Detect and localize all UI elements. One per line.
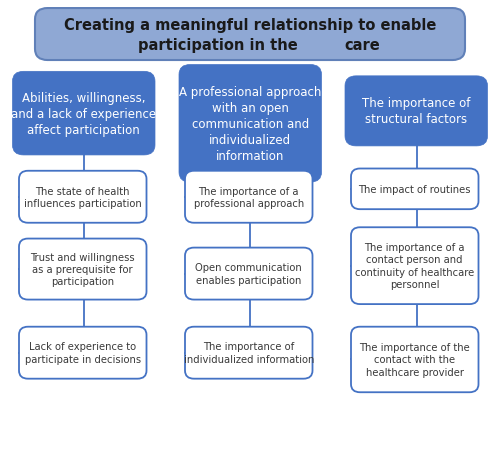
FancyBboxPatch shape [345, 77, 488, 147]
FancyBboxPatch shape [185, 327, 312, 379]
Text: A professional approach
with an open
communication and
individualized
informatio: A professional approach with an open com… [179, 86, 322, 162]
Text: The state of health
influences participation: The state of health influences participa… [24, 186, 142, 208]
Text: Trust and willingness
as a prerequisite for
participation: Trust and willingness as a prerequisite … [30, 252, 135, 287]
Text: Lack of experience to
participate in decisions: Lack of experience to participate in dec… [24, 342, 141, 364]
FancyBboxPatch shape [351, 228, 478, 304]
FancyBboxPatch shape [185, 248, 312, 300]
FancyBboxPatch shape [12, 72, 155, 156]
Text: The impact of routines: The impact of routines [358, 184, 471, 194]
FancyBboxPatch shape [185, 171, 312, 223]
Text: The importance of the
contact with the
healthcare provider: The importance of the contact with the h… [360, 342, 470, 377]
FancyBboxPatch shape [35, 9, 465, 61]
Text: care: care [344, 38, 380, 53]
FancyBboxPatch shape [351, 327, 478, 392]
Text: The importance of
individualized information: The importance of individualized informa… [184, 342, 314, 364]
FancyBboxPatch shape [19, 239, 146, 300]
Text: Open communication
enables participation: Open communication enables participation [196, 263, 302, 285]
Text: Abilities, willingness,
and a lack of experience
affect participation: Abilities, willingness, and a lack of ex… [11, 92, 156, 136]
Text: The importance of a
contact person and
continuity of healthcare
personnel: The importance of a contact person and c… [355, 243, 474, 290]
Text: The importance of
structural factors: The importance of structural factors [362, 97, 470, 126]
Text: Creating a meaningful relationship to enable: Creating a meaningful relationship to en… [64, 18, 436, 33]
Text: The importance of a
professional approach: The importance of a professional approac… [194, 186, 304, 208]
FancyBboxPatch shape [19, 327, 146, 379]
FancyBboxPatch shape [351, 169, 478, 210]
FancyBboxPatch shape [179, 65, 322, 183]
Text: participation in the: participation in the [138, 38, 302, 53]
FancyBboxPatch shape [19, 171, 146, 223]
